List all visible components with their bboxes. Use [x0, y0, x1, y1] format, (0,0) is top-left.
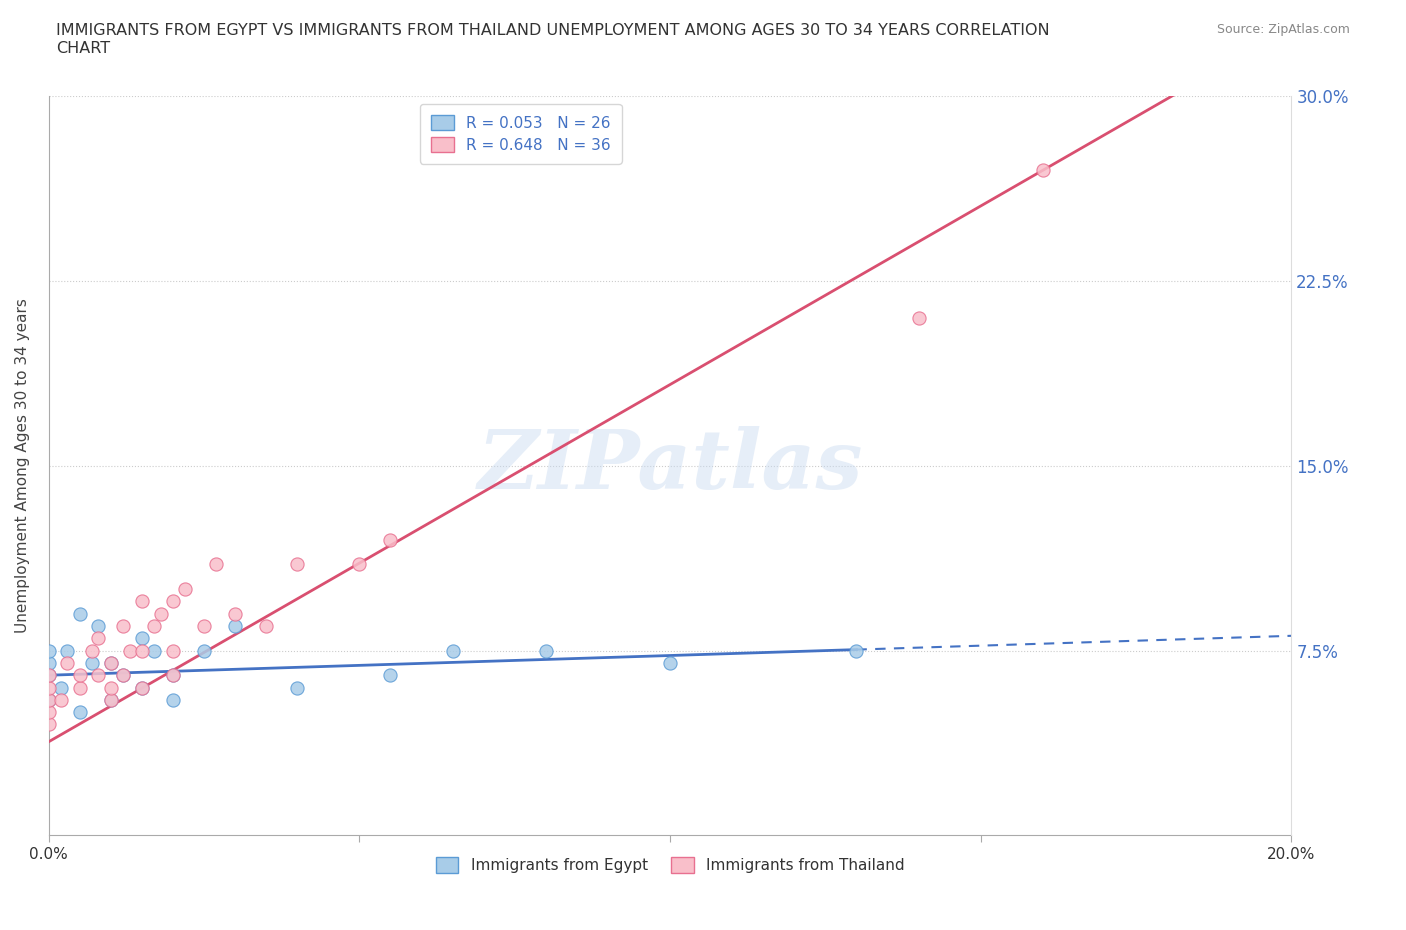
Point	[131, 594, 153, 609]
Point	[162, 693, 184, 708]
Legend: Immigrants from Egypt, Immigrants from Thailand: Immigrants from Egypt, Immigrants from T…	[429, 851, 911, 880]
Point	[131, 680, 153, 695]
Point	[907, 311, 929, 325]
Point	[162, 668, 184, 683]
Point	[38, 693, 60, 708]
Point	[69, 680, 91, 695]
Point	[131, 644, 153, 658]
Point	[87, 668, 110, 683]
Point	[100, 693, 122, 708]
Point	[100, 680, 122, 695]
Point	[254, 618, 277, 633]
Point	[69, 668, 91, 683]
Point	[143, 618, 166, 633]
Point	[38, 705, 60, 720]
Point	[162, 594, 184, 609]
Point	[87, 631, 110, 645]
Point	[380, 668, 402, 683]
Point	[38, 668, 60, 683]
Point	[193, 644, 215, 658]
Point	[38, 668, 60, 683]
Point	[174, 581, 197, 596]
Text: IMMIGRANTS FROM EGYPT VS IMMIGRANTS FROM THAILAND UNEMPLOYMENT AMONG AGES 30 TO : IMMIGRANTS FROM EGYPT VS IMMIGRANTS FROM…	[56, 23, 1050, 56]
Point	[112, 618, 135, 633]
Text: Source: ZipAtlas.com: Source: ZipAtlas.com	[1216, 23, 1350, 36]
Point	[224, 618, 246, 633]
Point	[441, 644, 464, 658]
Point	[149, 606, 172, 621]
Point	[534, 644, 557, 658]
Point	[193, 618, 215, 633]
Point	[285, 557, 308, 572]
Point	[82, 656, 104, 671]
Point	[845, 644, 868, 658]
Point	[69, 606, 91, 621]
Y-axis label: Unemployment Among Ages 30 to 34 years: Unemployment Among Ages 30 to 34 years	[15, 299, 30, 633]
Point	[349, 557, 371, 572]
Point	[112, 668, 135, 683]
Point	[51, 680, 73, 695]
Point	[1032, 163, 1054, 178]
Point	[100, 656, 122, 671]
Point	[285, 680, 308, 695]
Point	[162, 668, 184, 683]
Point	[100, 693, 122, 708]
Point	[131, 680, 153, 695]
Point	[380, 532, 402, 547]
Point	[38, 644, 60, 658]
Point	[224, 606, 246, 621]
Point	[38, 656, 60, 671]
Point	[82, 644, 104, 658]
Point	[38, 693, 60, 708]
Point	[131, 631, 153, 645]
Point	[162, 644, 184, 658]
Point	[659, 656, 682, 671]
Point	[112, 668, 135, 683]
Text: ZIPatlas: ZIPatlas	[477, 426, 863, 506]
Point	[118, 644, 141, 658]
Point	[143, 644, 166, 658]
Point	[100, 656, 122, 671]
Point	[56, 644, 79, 658]
Point	[38, 680, 60, 695]
Point	[205, 557, 228, 572]
Point	[51, 693, 73, 708]
Point	[56, 656, 79, 671]
Point	[87, 618, 110, 633]
Point	[38, 717, 60, 732]
Point	[69, 705, 91, 720]
